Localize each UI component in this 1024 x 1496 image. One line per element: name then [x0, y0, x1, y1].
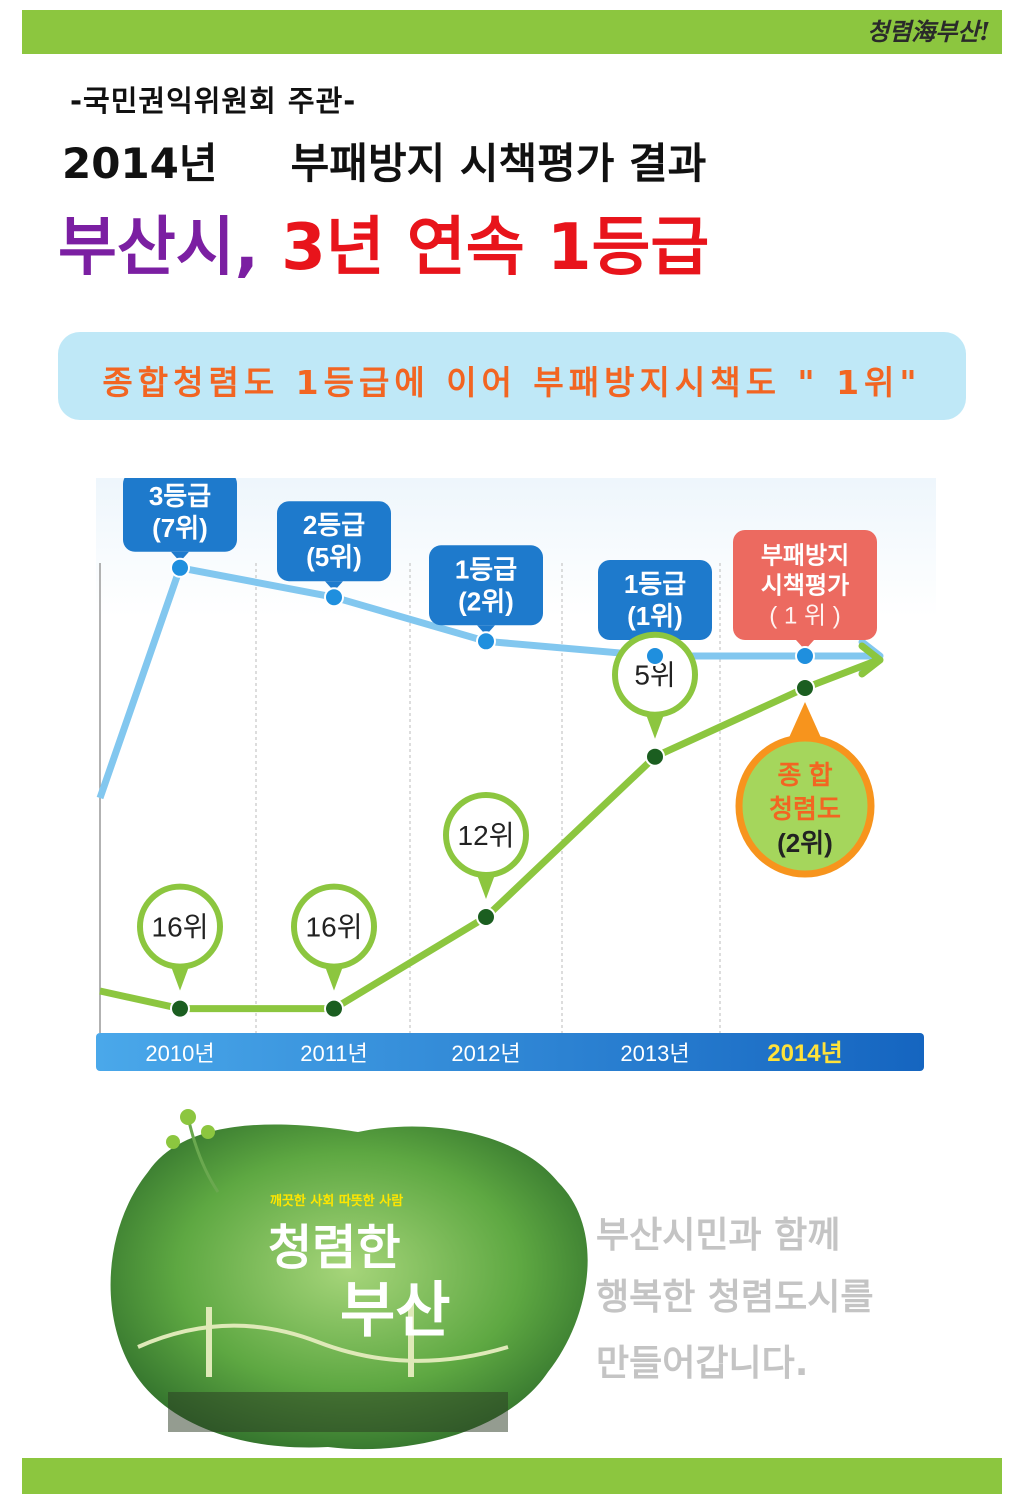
callout-box: [123, 478, 237, 552]
callout-text: 1등급: [455, 554, 517, 584]
callout-box: [277, 501, 391, 582]
callout-pointer: [477, 625, 495, 636]
green-data-point: [324, 998, 344, 1019]
x-tick-label: 2014년: [767, 1040, 842, 1067]
callout: 16위: [137, 883, 223, 991]
ranking-line-chart: 2010년 2011년 2012년 2013년 2014년 3등급(7위) 2등급(5위)…: [96, 478, 936, 1071]
callout-text: (1위): [627, 601, 683, 631]
message-line: 만들어갑니다.: [596, 1343, 809, 1384]
data-points: [170, 557, 815, 1019]
callout-text: 종 합: [777, 760, 832, 790]
green-cloud-illustration: [110, 1109, 588, 1450]
x-tick-label: 2012년: [451, 1041, 520, 1066]
slogan-line-2: 부산: [340, 1276, 451, 1346]
callout: 3등급(7위): [123, 478, 237, 562]
x-tick-label: 2010년: [145, 1041, 214, 1066]
callout-bubble: [612, 631, 698, 718]
message-line: 행복한 청렴도시를: [596, 1277, 874, 1318]
callout-bubble: [291, 883, 377, 970]
headline: 2014년 부패방지 시책평가 결과: [62, 130, 706, 191]
blue-data-point: [476, 631, 496, 652]
callout-bubble: [443, 792, 529, 878]
callout: 5위: [612, 631, 698, 739]
callout: 종 합청렴도 (2위): [735, 702, 875, 878]
summary-banner: 종합청렴도 1등급에 이어 부패방지시책도 " 1위": [58, 332, 966, 420]
callout-text: 시책평가: [761, 572, 849, 599]
main-title: 부산시, 3년 연속 1등급: [58, 196, 709, 288]
callout-pointer: [325, 581, 343, 592]
callout-text: (2위): [458, 586, 514, 616]
bottom-green-bar: [22, 1458, 1002, 1494]
blue-data-point: [645, 646, 665, 666]
callout-text: 부패방지: [761, 542, 849, 569]
callout-text: 16위: [152, 912, 209, 943]
slogan-line-1: 청렴한: [268, 1220, 401, 1276]
callout-pointer: [645, 711, 665, 739]
headline-year: 2014년: [62, 139, 218, 188]
blue-data-point: [795, 646, 815, 666]
busan-logo: 청렴海부산!: [867, 17, 990, 46]
callout: 2등급(5위): [277, 501, 391, 592]
callout-text: (2위): [777, 828, 833, 858]
callout-text: 청렴도: [769, 794, 841, 824]
callout-pointer: [324, 963, 344, 991]
x-axis-ticks: 2010년 2011년 2012년 2013년 2014년: [145, 1040, 842, 1067]
callout-text: (5위): [306, 542, 362, 572]
callout-pointer: [171, 551, 189, 562]
message-line: 부산시민과 함께: [596, 1215, 841, 1256]
blue-data-point: [170, 557, 190, 578]
callout-text: 16위: [306, 912, 363, 943]
callout: 1등급(2위): [429, 545, 543, 636]
slogan-small: 깨끗한 사회 따뜻한 사람: [270, 1194, 404, 1209]
callout: 16위: [291, 883, 377, 991]
green-data-point: [645, 746, 665, 767]
callout-bubble: [735, 734, 875, 878]
callout: 12위: [443, 792, 529, 899]
callout-bubble: [137, 883, 223, 970]
title-city: 부산시,: [58, 211, 259, 285]
top-green-bar: [22, 10, 1002, 54]
callout-text: 2등급: [303, 510, 365, 540]
callout-text: 12위: [458, 820, 515, 851]
blue-data-point: [324, 587, 344, 608]
callout-pointer: [170, 963, 190, 991]
callout-text: (7위): [152, 513, 208, 543]
callout-pointer: [796, 640, 814, 650]
callout-text: 1등급: [624, 569, 686, 599]
callout-box: [733, 530, 877, 640]
headline-subject: 부패방지 시책평가 결과: [290, 139, 707, 188]
callout-text: 3등급: [149, 481, 211, 511]
x-axis-bar: [96, 1033, 924, 1071]
green-data-point: [476, 907, 496, 927]
callout-box: [429, 545, 543, 626]
green-data-point: [170, 998, 190, 1019]
title-rest: 3년 연속 1등급: [281, 211, 710, 285]
banner-text: 종합청렴도 1등급에 이어 부패방지시책도 " 1위": [102, 363, 922, 402]
callout: 1등급(1위): [598, 560, 712, 650]
callout-text: ( 1 위 ): [769, 602, 840, 629]
x-tick-label: 2011년: [300, 1041, 368, 1066]
organizer-text: -국민권익위원회 주관-: [70, 84, 357, 118]
green-data-point: [795, 678, 815, 698]
callout-pointer: [476, 872, 496, 899]
line-arrowhead: [858, 642, 884, 678]
x-tick-label: 2013년: [620, 1041, 689, 1066]
callout-box: [598, 560, 712, 640]
